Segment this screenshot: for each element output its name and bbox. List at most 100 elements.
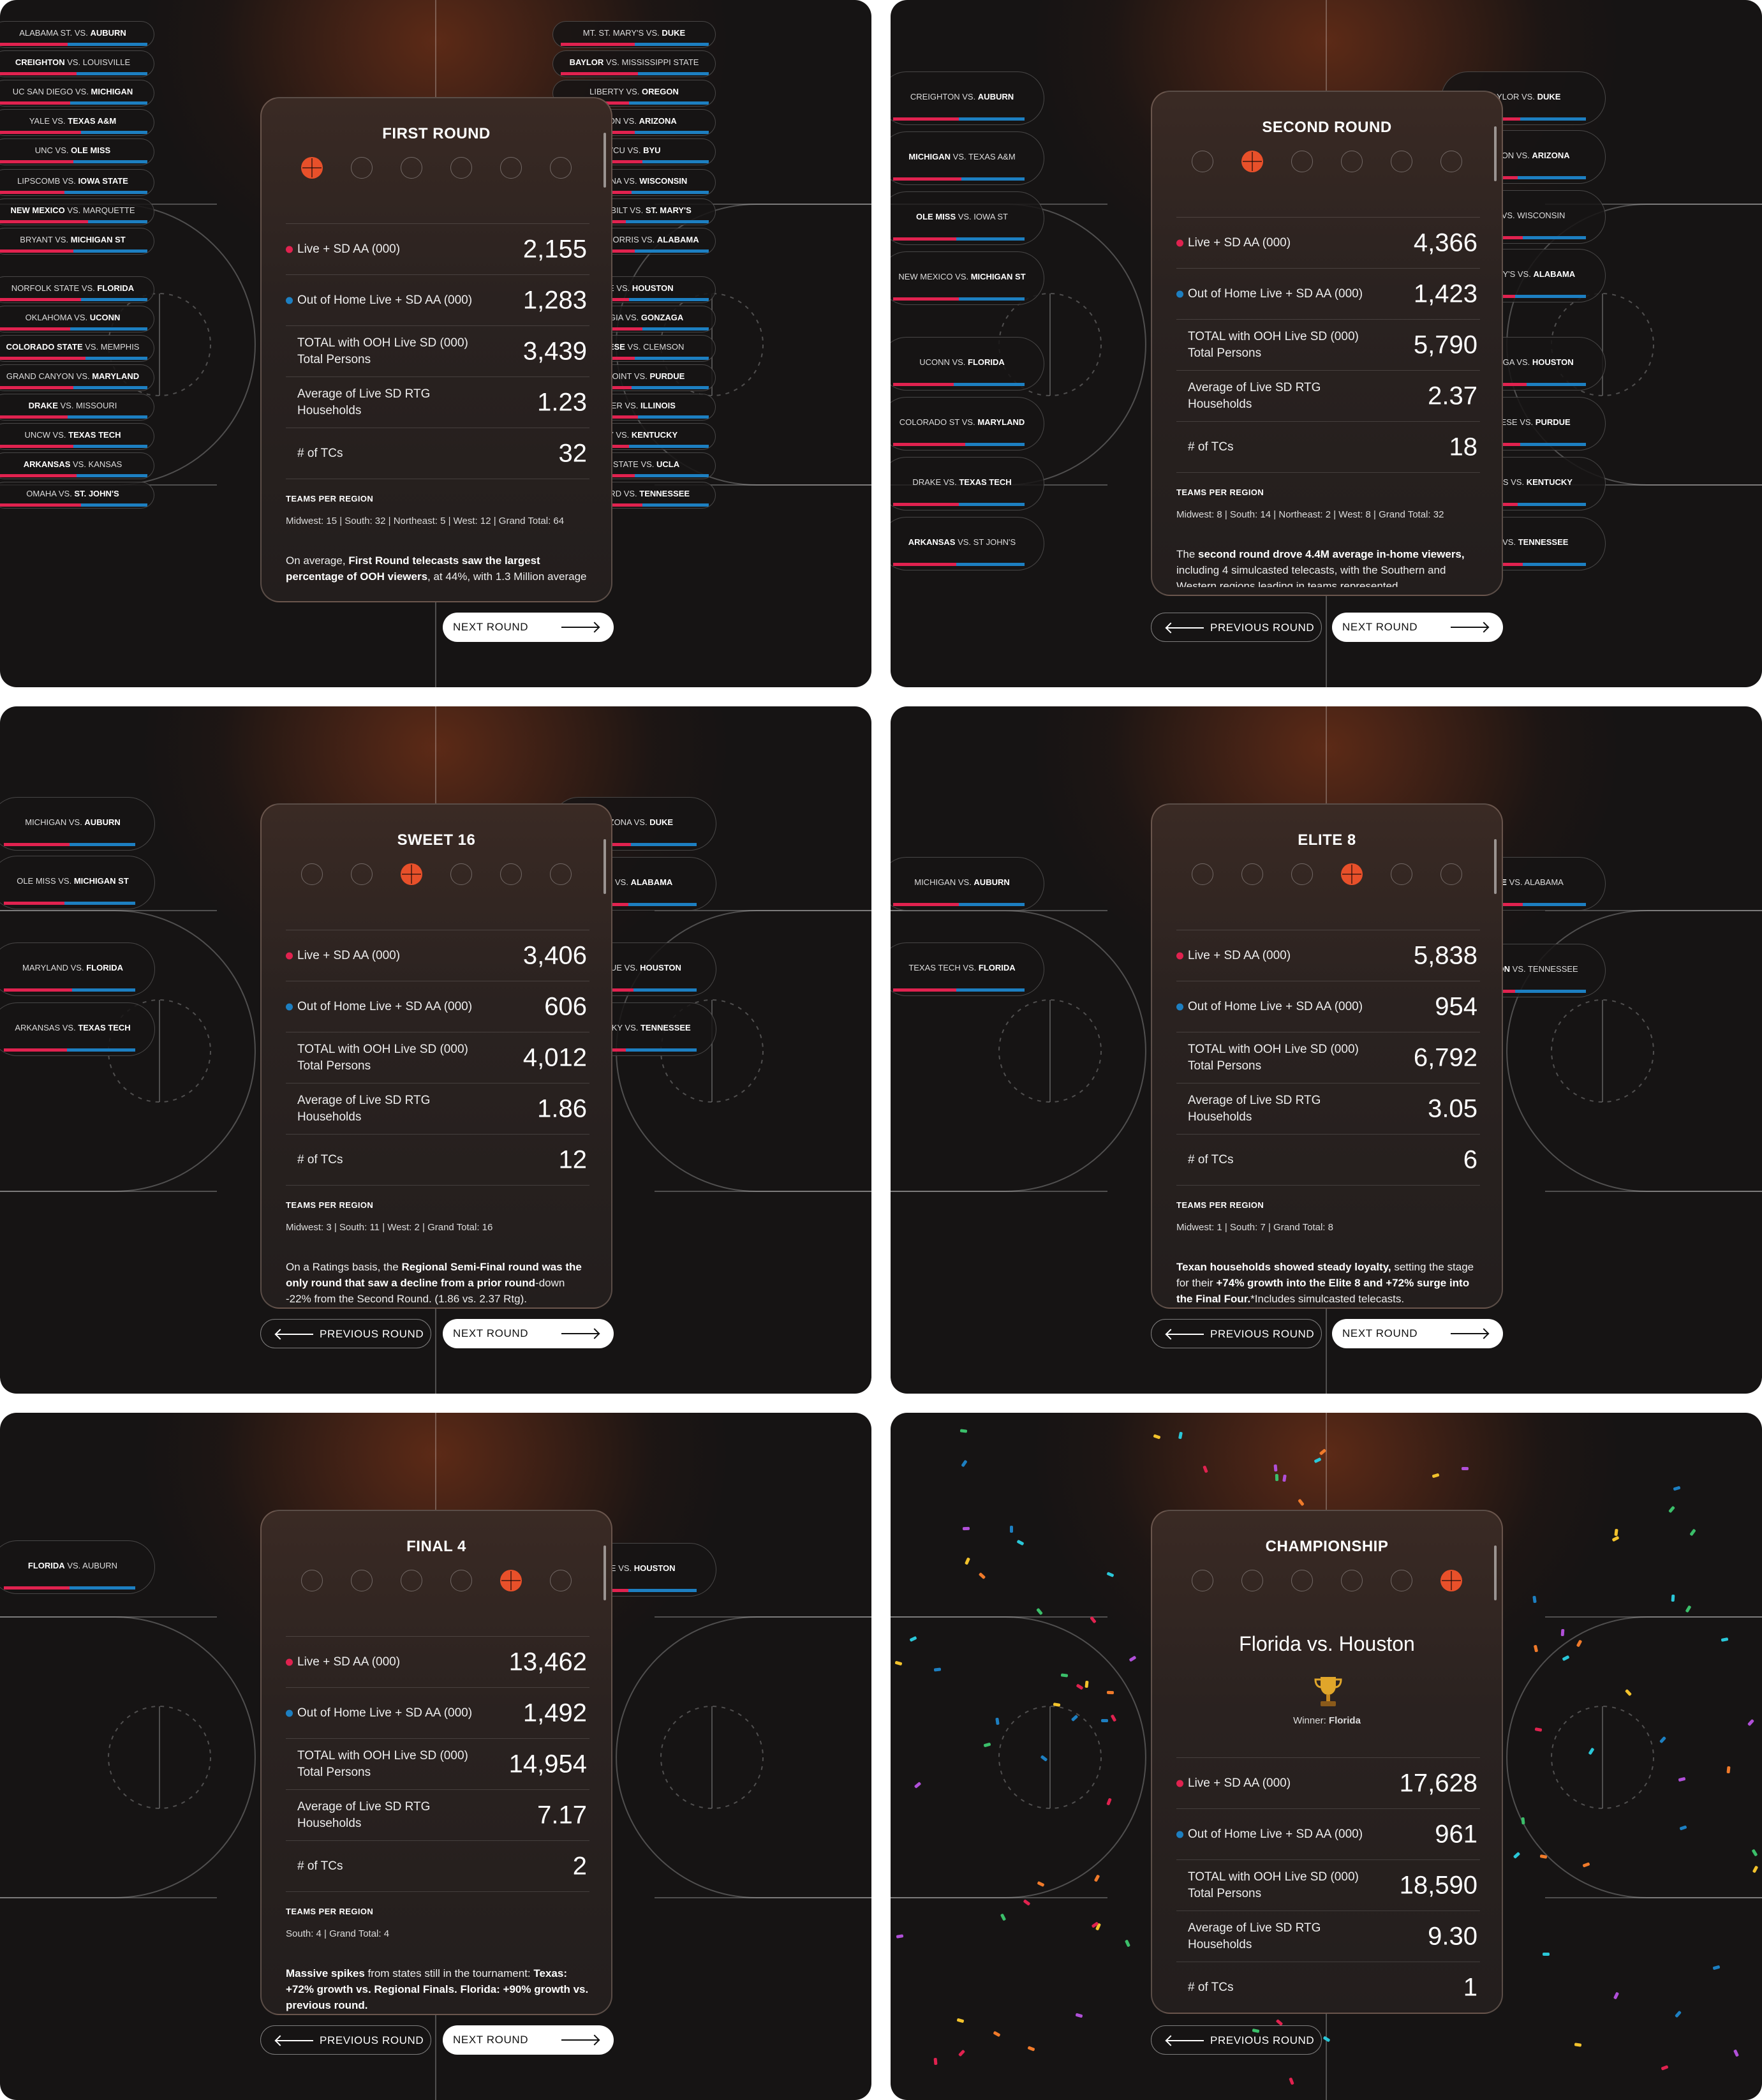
matchup-pill[interactable]: GRAND CANYON VS. MARYLAND (0, 364, 154, 391)
round-step-dot[interactable] (1291, 863, 1313, 885)
round-step-dot[interactable] (1440, 151, 1462, 172)
matchup-pill[interactable]: CREIGHTON VS. AUBURN (891, 71, 1044, 125)
round-step-dot[interactable] (1241, 863, 1263, 885)
confetti-piece (1661, 2065, 1669, 2071)
round-step-dot[interactable] (550, 863, 572, 885)
matchup-pill[interactable]: NEW MEXICO VS. MICHIGAN ST (891, 251, 1044, 305)
round-step-dot[interactable] (301, 1570, 323, 1591)
previous-round-button[interactable]: PREVIOUS ROUND (260, 1319, 431, 1348)
matchup-pill[interactable]: CREIGHTON VS. LOUISVILLE (0, 50, 154, 77)
round-step-dot[interactable] (1391, 863, 1412, 885)
matchup-pill[interactable]: ARKANSAS VS. TEXAS TECH (0, 1002, 155, 1056)
matchup-pill[interactable]: YALE VS. TEXAS A&M (0, 109, 154, 136)
matchup-pill[interactable]: FLORIDA VS. AUBURN (0, 1540, 155, 1594)
next-round-button[interactable]: NEXT ROUND (443, 2025, 614, 2055)
previous-round-button[interactable]: PREVIOUS ROUND (260, 2025, 431, 2055)
trophy-icon (1314, 1677, 1342, 1706)
confetti-piece (956, 2018, 965, 2023)
round-step-dot[interactable] (1241, 1570, 1263, 1591)
round-step-dot[interactable] (550, 157, 572, 179)
next-round-button[interactable]: NEXT ROUND (1332, 613, 1503, 642)
matchup-pill[interactable]: NEW MEXICO VS. MARQUETTE (0, 198, 154, 225)
round-step-dot[interactable] (450, 863, 472, 885)
matchup-pill[interactable]: TEXAS TECH VS. FLORIDA (891, 942, 1044, 996)
matchup-pill[interactable]: DRAKE VS. MISSOURI (0, 394, 154, 421)
matchup-pill[interactable]: OKLAHOMA VS. UCONN (0, 306, 154, 332)
stat-value: 1 (1463, 1973, 1477, 2001)
round-step-dot[interactable] (301, 863, 323, 885)
matchup-pill[interactable]: BRYANT VS. MICHIGAN ST (0, 228, 154, 255)
matchup-pill[interactable]: ARKANSAS VS. ST JOHN'S (891, 517, 1044, 570)
matchup-pill[interactable]: OMAHA VS. ST. JOHN'S (0, 482, 154, 509)
round-step-dot[interactable] (550, 1570, 572, 1591)
matchup-pill[interactable]: COLORADO STATE VS. MEMPHIS (0, 335, 154, 362)
round-step-dot[interactable] (500, 157, 522, 179)
basketball-icon[interactable] (500, 1570, 522, 1591)
matchup-pill[interactable]: ALABAMA ST. VS. AUBURN (0, 21, 154, 48)
matchup-pill[interactable]: MICHIGAN VS. AUBURN (891, 857, 1044, 911)
round-progress (301, 863, 574, 886)
round-step-dot[interactable] (351, 863, 373, 885)
stat-row-ooh: Out of Home Live + SD AA (000) 954 (1176, 981, 1480, 1032)
round-step-dot[interactable] (1291, 151, 1313, 172)
matchup-pill[interactable]: NORFOLK STATE VS. FLORIDA (0, 276, 154, 303)
matchup-pill[interactable]: DRAKE VS. TEXAS TECH (891, 457, 1044, 510)
previous-round-button[interactable]: PREVIOUS ROUND (1151, 1319, 1322, 1348)
basketball-icon[interactable] (1440, 1570, 1462, 1591)
matchup-pill[interactable]: UNCW VS. TEXAS TECH (0, 423, 154, 450)
round-step-dot[interactable] (1192, 1570, 1213, 1591)
matchup-pill[interactable]: UCONN VS. FLORIDA (891, 337, 1044, 391)
matchup-pill[interactable]: COLORADO ST VS. MARYLAND (891, 397, 1044, 451)
previous-round-button[interactable]: PREVIOUS ROUND (1151, 2025, 1322, 2055)
basketball-icon[interactable] (301, 157, 323, 179)
previous-round-button[interactable]: PREVIOUS ROUND (1151, 613, 1322, 642)
matchup-pill[interactable]: OLE MISS VS. IOWA ST (891, 191, 1044, 245)
matchup-pill[interactable]: OLE MISS VS. MICHIGAN ST (0, 856, 155, 909)
matchup-pill[interactable]: UC SAN DIEGO VS. MICHIGAN (0, 80, 154, 107)
scrollbar[interactable] (1494, 839, 1497, 894)
round-step-dot[interactable] (401, 157, 422, 179)
scrollbar[interactable] (603, 133, 606, 188)
ooh-segment (642, 327, 709, 331)
arrow-left-icon (276, 2040, 313, 2041)
matchup-pill[interactable]: MICHIGAN VS. AUBURN (0, 797, 155, 851)
stat-label: Out of Home Live + SD AA (000) (297, 1706, 473, 1720)
next-round-button[interactable]: NEXT ROUND (443, 1319, 614, 1348)
round-step-dot[interactable] (1440, 863, 1462, 885)
scrollbar[interactable] (603, 839, 606, 894)
basketball-icon[interactable] (1341, 863, 1363, 885)
round-step-dot[interactable] (1341, 151, 1363, 172)
matchup-pill[interactable]: BAYLOR VS. MISSISSIPPI STATE (552, 50, 716, 77)
scrollbar[interactable] (1494, 126, 1497, 181)
confetti-piece (909, 1635, 917, 1642)
next-round-button[interactable]: NEXT ROUND (1332, 1319, 1503, 1348)
teams-per-region-values: Midwest: 8 | South: 14 | Northeast: 2 | … (1176, 509, 1444, 520)
next-round-button[interactable]: NEXT ROUND (443, 613, 614, 642)
round-step-dot[interactable] (351, 157, 373, 179)
viewership-bar (561, 72, 709, 75)
matchup-pill[interactable]: MT. ST. MARY'S VS. DUKE (552, 21, 716, 48)
round-step-dot[interactable] (500, 863, 522, 885)
matchup-pill[interactable]: MICHIGAN VS. TEXAS A&M (891, 131, 1044, 185)
round-step-dot[interactable] (351, 1570, 373, 1591)
round-step-dot[interactable] (1192, 151, 1213, 172)
round-step-dot[interactable] (401, 1570, 422, 1591)
basketball-icon[interactable] (401, 863, 422, 885)
matchup-pill[interactable]: LIPSCOMB VS. IOWA STATE (0, 169, 154, 196)
round-step-dot[interactable] (1291, 1570, 1313, 1591)
scrollbar[interactable] (1494, 1545, 1497, 1600)
matchup-pill[interactable]: MARYLAND VS. FLORIDA (0, 942, 155, 996)
round-step-dot[interactable] (450, 1570, 472, 1591)
ooh-segment (638, 72, 709, 75)
round-step-dot[interactable] (1192, 863, 1213, 885)
matchup-pill[interactable]: ARKANSAS VS. KANSAS (0, 452, 154, 479)
stat-label: TOTAL with OOH Live SD (000) Total Perso… (1188, 329, 1359, 360)
round-step-dot[interactable] (1391, 1570, 1412, 1591)
round-step-dot[interactable] (450, 157, 472, 179)
round-step-dot[interactable] (1391, 151, 1412, 172)
matchup-pill[interactable]: UNC VS. OLE MISS (0, 138, 154, 165)
basketball-icon[interactable] (1241, 151, 1263, 172)
stat-value: 4,366 (1413, 228, 1477, 257)
round-step-dot[interactable] (1341, 1570, 1363, 1591)
scrollbar[interactable] (603, 1545, 606, 1600)
